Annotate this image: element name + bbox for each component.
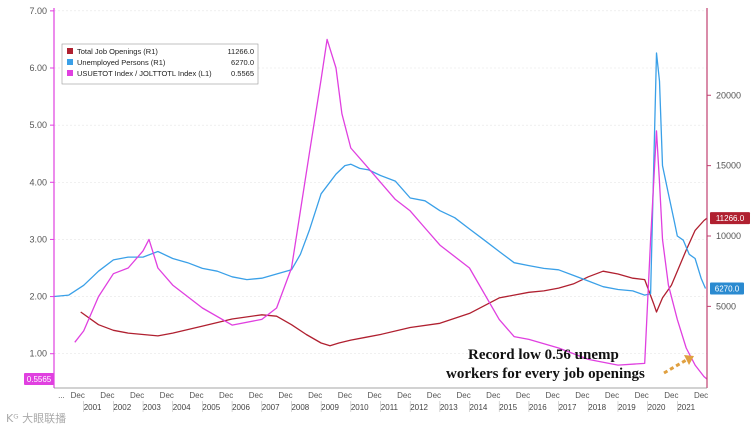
x-tick-label: Dec	[664, 391, 678, 400]
year-label: 2015	[499, 403, 517, 412]
value-tag-text: 11266.0	[716, 214, 745, 223]
series-lines	[53, 38, 708, 380]
x-tick-label: Dec	[575, 391, 589, 400]
right-tick-label: 20000	[716, 90, 741, 100]
annotation: Record low 0.56 unemp workers for every …	[446, 347, 694, 382]
year-label: 2011	[381, 403, 399, 412]
x-tick-label: Dec	[516, 391, 530, 400]
year-label: 2008	[291, 403, 309, 412]
annotation-arrow-head	[684, 355, 694, 365]
right-tick-label: 5000	[716, 301, 736, 311]
year-label: 2003	[143, 403, 161, 412]
legend-swatch	[67, 48, 73, 54]
tick-labels: 1.00 2.00 3.00 4.00 5.00 6.00 7.00 5000 10000 150…	[29, 6, 741, 359]
x-tick-label: Dec	[605, 391, 619, 400]
annotation-line-2: workers for every job openings	[446, 366, 645, 382]
year-label: 2016	[529, 403, 547, 412]
year-label: 2002	[113, 403, 131, 412]
left-tick-label: 3.00	[29, 234, 47, 244]
legend-label: Unemployed Persons (R1)	[77, 58, 166, 67]
series-line-usuetot-index-jolttotl-index-l1-	[74, 38, 708, 380]
legend-label: Total Job Openings (R1)	[77, 47, 158, 56]
year-label: 2013	[440, 403, 458, 412]
left-tick-label: 6.00	[29, 63, 47, 73]
value-tag-text: 6270.0	[715, 284, 740, 293]
year-label: 2018	[588, 403, 606, 412]
x-tick-label: Dec	[397, 391, 411, 400]
value-tag-text: 0.5565	[27, 375, 52, 384]
x-axis-labels: ... Dec Dec Dec Dec Dec Dec Dec Dec Dec Dec Dec Dec D…	[58, 391, 708, 412]
year-label: 2005	[202, 403, 220, 412]
left-tick-label: 5.00	[29, 120, 47, 130]
watermark: Kᴳ 大眼联播	[6, 411, 66, 425]
x-tick-label: Dec	[308, 391, 322, 400]
annotation-arrow	[663, 357, 689, 375]
year-label: 2006	[232, 403, 250, 412]
x-tick-label: Dec	[100, 391, 114, 400]
year-label: 2012	[410, 403, 428, 412]
x-tick-label: Dec	[219, 391, 233, 400]
year-label: 2010	[351, 403, 369, 412]
axes	[53, 8, 708, 389]
annotation-line-1: Record low 0.56 unemp	[468, 347, 619, 363]
legend-box	[61, 43, 259, 85]
left-tick-label: 1.00	[29, 349, 47, 359]
x-tick-label: ...	[58, 391, 65, 400]
x-tick-label: Dec	[130, 391, 144, 400]
left-tick-label: 4.00	[29, 177, 47, 187]
legend-value: 0.5565	[231, 69, 254, 78]
x-tick-label: Dec	[635, 391, 649, 400]
x-tick-label: Dec	[486, 391, 500, 400]
x-tick-label: Dec	[546, 391, 560, 400]
year-label: 2021	[677, 403, 695, 412]
year-label: 2001	[84, 403, 102, 412]
year-label: 2007	[262, 403, 280, 412]
value-tags: 11266.0 6270.0 0.5565	[24, 212, 750, 386]
value-tag-bg	[24, 373, 54, 386]
year-label: 2017	[559, 403, 577, 412]
legend-swatch	[67, 59, 73, 65]
x-tick-label: Dec	[367, 391, 381, 400]
legend-value: 6270.0	[231, 58, 254, 67]
value-tag-bg	[710, 282, 744, 295]
year-label: 2020	[648, 403, 666, 412]
x-tick-label: Dec	[338, 391, 352, 400]
right-tick-label: 10000	[716, 231, 741, 241]
legend-swatch	[67, 70, 73, 76]
x-tick-label: Dec	[427, 391, 441, 400]
series-line-total-job-openings-r1-	[80, 217, 708, 347]
year-label: 2014	[470, 403, 488, 412]
x-tick-label: Dec	[71, 391, 85, 400]
year-label: 2009	[321, 403, 339, 412]
left-tick-label: 7.00	[29, 6, 47, 16]
x-tick-label: Dec	[189, 391, 203, 400]
legend: Total Job Openings (R1) 11266.0 Unemployed…	[61, 43, 259, 85]
year-label: 2004	[173, 403, 191, 412]
series-line-unemployed-persons-r1-	[53, 52, 707, 298]
x-tick-label: Dec	[278, 391, 292, 400]
left-tick-label: 2.00	[29, 292, 47, 302]
x-tick-label: Dec	[456, 391, 470, 400]
x-tick-label: Dec	[160, 391, 174, 400]
right-tick-label: 15000	[716, 161, 741, 171]
x-tick-label: Dec	[249, 391, 263, 400]
value-tag-bg	[710, 212, 750, 225]
legend-label: USUETOT Index / JOLTTOTL Index (L1)	[77, 69, 212, 78]
x-tick-label: Dec	[694, 391, 708, 400]
legend-value: 11266.0	[227, 47, 254, 56]
year-label: 2019	[618, 403, 636, 412]
